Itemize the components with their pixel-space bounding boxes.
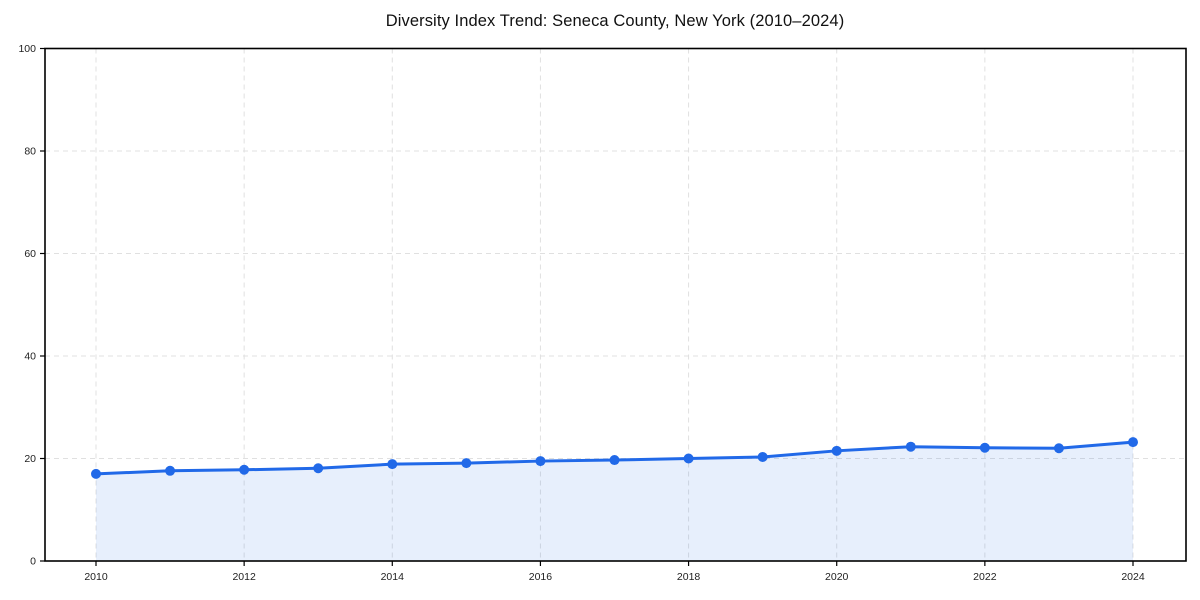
plot-area (45, 48, 1186, 561)
axes-border (44, 47, 1187, 562)
y-axis-tick-label: 100 (18, 43, 36, 55)
data-point (165, 465, 176, 476)
y-axis-tick-label: 40 (24, 351, 36, 363)
y-axis-tick-label: 60 (24, 248, 36, 260)
y-axis-tick-label: 0 (30, 556, 36, 568)
data-point (979, 442, 990, 453)
y-axis-tick-label: 20 (24, 453, 36, 465)
data-point (1053, 443, 1064, 454)
data-point (239, 464, 250, 475)
data-point (683, 453, 694, 464)
x-axis-tick-label: 2022 (973, 571, 997, 583)
data-point (1128, 437, 1138, 448)
data-point (831, 445, 842, 456)
x-axis-tick-label: 2010 (84, 571, 108, 583)
data-point (461, 458, 472, 469)
data-point (91, 468, 101, 479)
x-axis-tick-label: 2024 (1121, 571, 1145, 583)
data-point (387, 459, 398, 470)
chart-title: Diversity Index Trend: Seneca County, Ne… (385, 12, 845, 30)
x-axis-tick-label: 2016 (529, 571, 553, 583)
data-point (535, 456, 546, 467)
x-axis-tick-label: 2020 (825, 571, 849, 583)
y-axis-tick-label: 80 (24, 146, 36, 158)
x-axis-tick-label: 2014 (381, 571, 405, 583)
area-fill (96, 442, 1133, 561)
x-axis-tick-label: 2012 (232, 571, 256, 583)
data-point (905, 441, 916, 452)
data-point (609, 455, 620, 466)
data-point (313, 463, 324, 474)
data-point (757, 451, 768, 462)
x-axis-tick-label: 2018 (677, 571, 701, 583)
